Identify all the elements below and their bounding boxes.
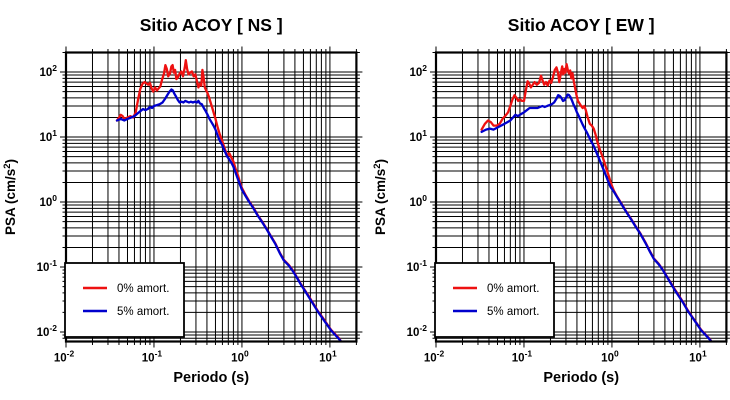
subplot-ew: 102 101 100 10-1 10-2 10-2 10-1 100 101 Sitio ACO… bbox=[372, 15, 730, 386]
x-tick-label: 10-1 bbox=[142, 349, 163, 365]
chart-title: Sitio ACOY [ EW ] bbox=[508, 15, 655, 35]
x-axis-label: Periodo (s) bbox=[543, 370, 619, 386]
y-tick-label: 10-2 bbox=[407, 323, 428, 339]
legend-entry-label: 0% amort. bbox=[117, 283, 169, 295]
y-tick-label: 101 bbox=[409, 128, 427, 144]
y-tick-label: 100 bbox=[39, 193, 57, 209]
y-tick-label: 101 bbox=[39, 128, 57, 144]
legend: 0% amort. 5% amort. bbox=[64, 262, 185, 338]
legend: 0% amort. 5% amort. bbox=[434, 262, 555, 338]
y-tick-label: 102 bbox=[409, 63, 427, 79]
legend-box bbox=[434, 262, 555, 338]
x-tick-label: 10-2 bbox=[424, 349, 445, 365]
y-tick-label: 100 bbox=[409, 193, 427, 209]
x-tick-label: 100 bbox=[601, 349, 619, 365]
x-tick-label: 100 bbox=[231, 349, 249, 365]
x-tick-label: 10-2 bbox=[54, 349, 75, 365]
series-line-5pct bbox=[480, 93, 712, 342]
y-tick-label: 10-2 bbox=[37, 323, 58, 339]
legend-entry-label: 5% amort. bbox=[117, 306, 169, 318]
legend-entry-label: 5% amort. bbox=[487, 306, 539, 318]
y-axis-label: PSA (cm/s2) bbox=[372, 159, 388, 235]
legend-box bbox=[64, 262, 185, 338]
chart-title: Sitio ACOY [ NS ] bbox=[140, 15, 283, 35]
y-tick-label: 10-1 bbox=[37, 258, 58, 274]
legend-entry-label: 0% amort. bbox=[487, 283, 539, 295]
x-tick-label: 101 bbox=[689, 349, 707, 365]
plot-frame bbox=[64, 51, 358, 343]
y-tick-label: 102 bbox=[39, 63, 57, 79]
x-tick-label: 10-1 bbox=[512, 349, 533, 365]
series-group bbox=[480, 63, 712, 342]
grid bbox=[60, 46, 363, 348]
series-group bbox=[115, 59, 342, 342]
series-line-5pct bbox=[115, 88, 342, 342]
x-tick-label: 101 bbox=[319, 349, 337, 365]
y-axis-label: PSA (cm/s2) bbox=[2, 159, 18, 235]
subplot-ns: 102 101 100 10-1 10-2 10-2 10-1 100 101 Sitio ACO… bbox=[2, 15, 363, 386]
y-tick-label: 10-1 bbox=[407, 258, 428, 274]
x-axis-label: Periodo (s) bbox=[173, 370, 249, 386]
plot-frame bbox=[434, 51, 728, 343]
